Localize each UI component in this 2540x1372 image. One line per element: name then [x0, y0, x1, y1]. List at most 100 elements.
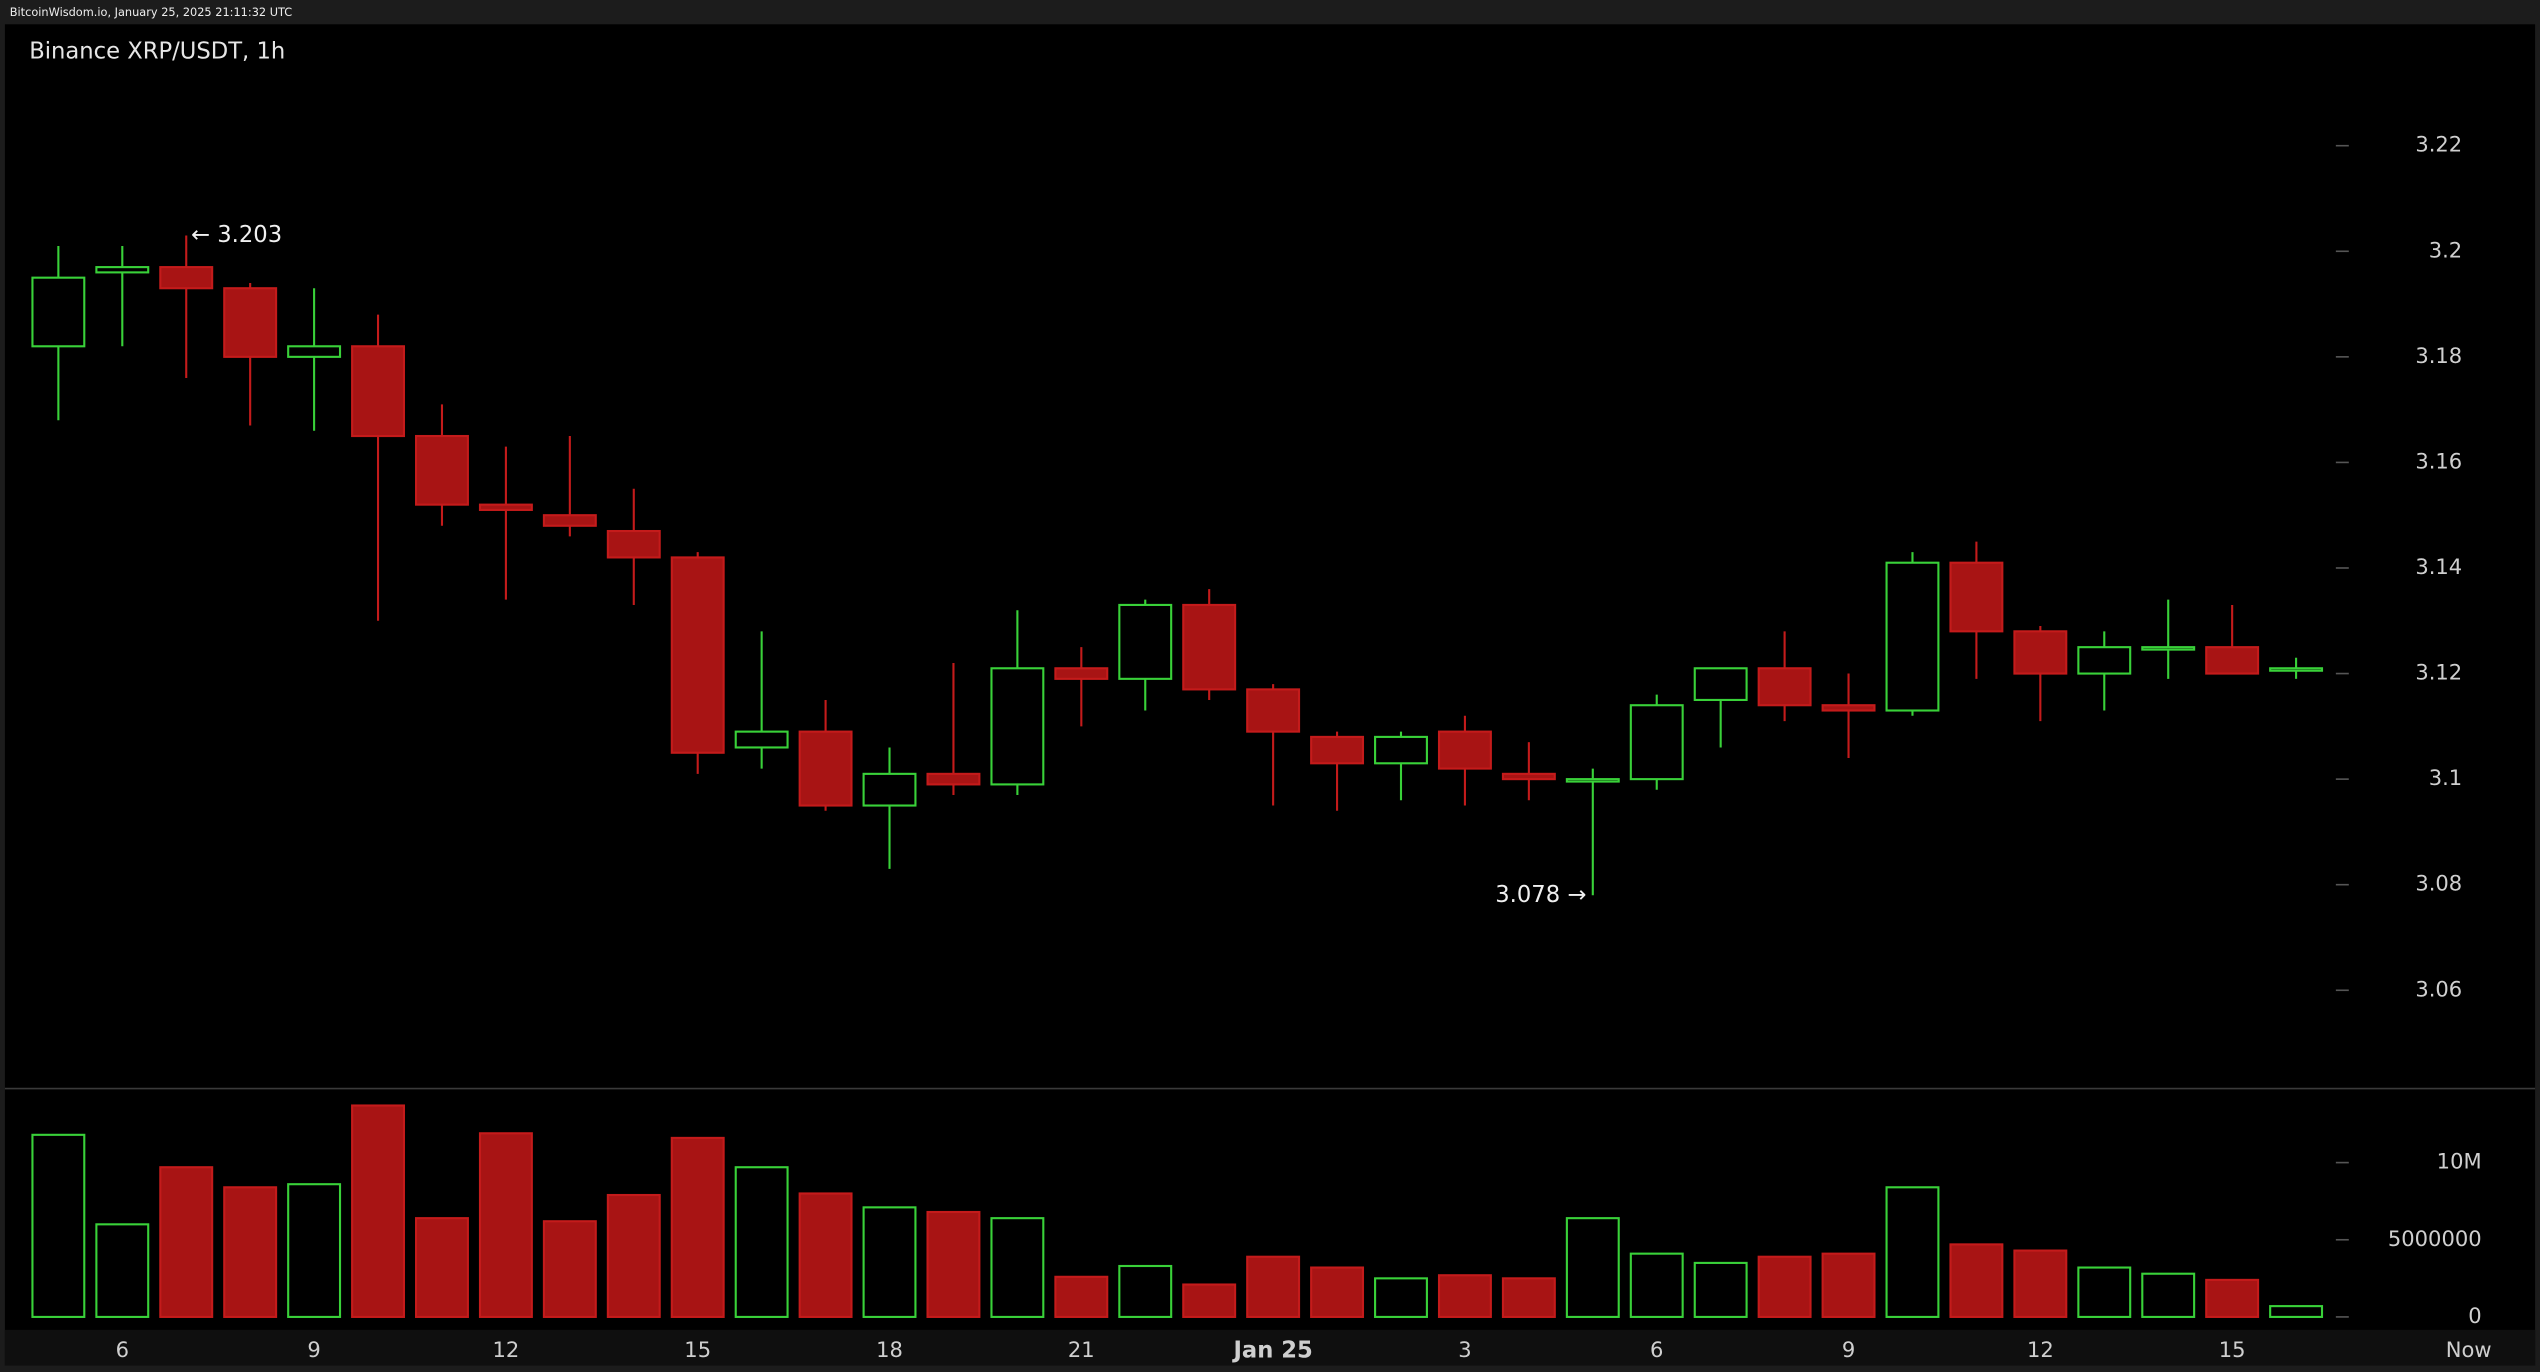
candle-body	[478, 503, 533, 511]
volume-bar	[2205, 1278, 2260, 1318]
candle-body	[1629, 704, 1684, 781]
volume-bar	[670, 1136, 725, 1318]
volume-bar	[1885, 1186, 1940, 1318]
volume-bar	[1246, 1255, 1301, 1318]
volume-bar	[1374, 1277, 1428, 1318]
volume-bar	[95, 1223, 150, 1318]
x-tick-label: 6	[116, 1337, 129, 1362]
volume-bar	[862, 1206, 917, 1318]
price-annotation: 3.078 →	[1495, 882, 1586, 908]
candle-body	[606, 529, 661, 559]
candle-body	[1693, 667, 1748, 702]
x-tick-label: 18	[876, 1337, 903, 1362]
y-tick-label: 3.16	[2415, 448, 2462, 473]
volume-bar	[1757, 1255, 1812, 1318]
candle-body	[2077, 646, 2132, 675]
candle-body	[1757, 667, 1812, 707]
candle-body	[159, 266, 214, 290]
volume-bar	[798, 1192, 853, 1318]
volume-bar	[31, 1133, 86, 1318]
candle-body	[542, 514, 597, 527]
x-tick-label: 6	[1650, 1337, 1663, 1362]
candle-body	[1437, 730, 1492, 770]
header-source: BitcoinWisdom.io, January 25, 2025 21:11…	[10, 5, 293, 19]
volume-bar	[1693, 1261, 1748, 1318]
candle-body	[1310, 735, 1365, 765]
volume-bar	[2269, 1305, 2324, 1318]
volume-bar	[1118, 1264, 1173, 1318]
volume-bar	[1182, 1283, 1237, 1318]
candle-body	[1565, 778, 1620, 783]
volume-bar	[2077, 1266, 2132, 1318]
candle-body	[862, 772, 917, 807]
x-tick-label: 9	[307, 1337, 320, 1362]
candle-body	[2205, 646, 2260, 675]
y-tick-label: 3.22	[2415, 132, 2462, 157]
volume-bar	[223, 1186, 278, 1318]
volume-bar	[606, 1193, 661, 1318]
volume-bar	[1565, 1217, 1620, 1318]
volume-bar	[478, 1132, 533, 1318]
candle-body	[670, 556, 725, 754]
candle-body	[1821, 704, 1876, 712]
candle-body	[2269, 667, 2324, 672]
candle-body	[734, 730, 789, 749]
x-tick-label: 3	[1458, 1337, 1471, 1362]
candle-body	[287, 345, 342, 358]
volume-bar	[1821, 1252, 1876, 1318]
candle-body	[926, 772, 981, 786]
candle-body	[95, 266, 150, 274]
x-tick-label: 12	[2027, 1337, 2054, 1362]
candle-body	[415, 434, 469, 506]
x-tick-label: 21	[1068, 1337, 1095, 1362]
y2-tick-label: 0	[2468, 1303, 2481, 1328]
x-tick-label: Jan 25	[1231, 1337, 1312, 1363]
x-end-label: Now	[2446, 1337, 2492, 1362]
volume-bar	[415, 1217, 469, 1318]
y-tick-label: 3.1	[2429, 765, 2462, 790]
candle-body	[1501, 772, 1556, 781]
y-tick-label: 3.06	[2415, 976, 2462, 1001]
candle-body	[2141, 646, 2196, 651]
candle-body	[31, 276, 86, 348]
candle-body	[798, 730, 853, 807]
y-tick-label: 3.14	[2415, 554, 2462, 579]
volume-bar	[926, 1210, 981, 1318]
y2-tick-label: 5000000	[2388, 1226, 2482, 1251]
volume-bar	[1629, 1252, 1684, 1318]
y-tick-label: 3.2	[2429, 237, 2462, 262]
candle-body	[1246, 688, 1301, 733]
candle-body	[1054, 667, 1109, 680]
volume-bar	[351, 1104, 406, 1318]
candle-body	[1949, 561, 2004, 633]
candle-body	[1118, 603, 1173, 680]
candle-body	[990, 667, 1045, 786]
volume-bar	[1310, 1266, 1365, 1318]
y-tick-label: 3.08	[2415, 871, 2462, 896]
candle-body	[1182, 603, 1237, 691]
x-tick-label: 9	[1842, 1337, 1855, 1362]
y2-tick-label: 10M	[2437, 1149, 2482, 1174]
candle-body	[1374, 735, 1428, 765]
volume-bar	[2013, 1249, 2068, 1318]
candle-body	[2013, 630, 2068, 675]
x-tick-label: 15	[2219, 1337, 2246, 1362]
x-axis-strip	[4, 1329, 2536, 1366]
y-tick-label: 3.12	[2415, 660, 2462, 685]
candle-body	[223, 287, 278, 358]
volume-bar	[287, 1183, 342, 1318]
volume-bar	[1501, 1277, 1556, 1318]
x-tick-label: 12	[493, 1337, 520, 1362]
volume-bar	[159, 1166, 214, 1318]
chart-title: Binance XRP/USDT, 1h	[29, 38, 285, 64]
x-tick-label: 15	[684, 1337, 711, 1362]
volume-bar	[1437, 1274, 1492, 1318]
volume-bar	[1054, 1275, 1109, 1318]
volume-bar	[990, 1217, 1045, 1318]
volume-bar	[2141, 1272, 2196, 1318]
price-annotation: ← 3.203	[191, 222, 282, 248]
volume-bar	[1949, 1243, 2004, 1318]
candle-body	[1885, 561, 1940, 712]
volume-bar	[542, 1220, 597, 1318]
